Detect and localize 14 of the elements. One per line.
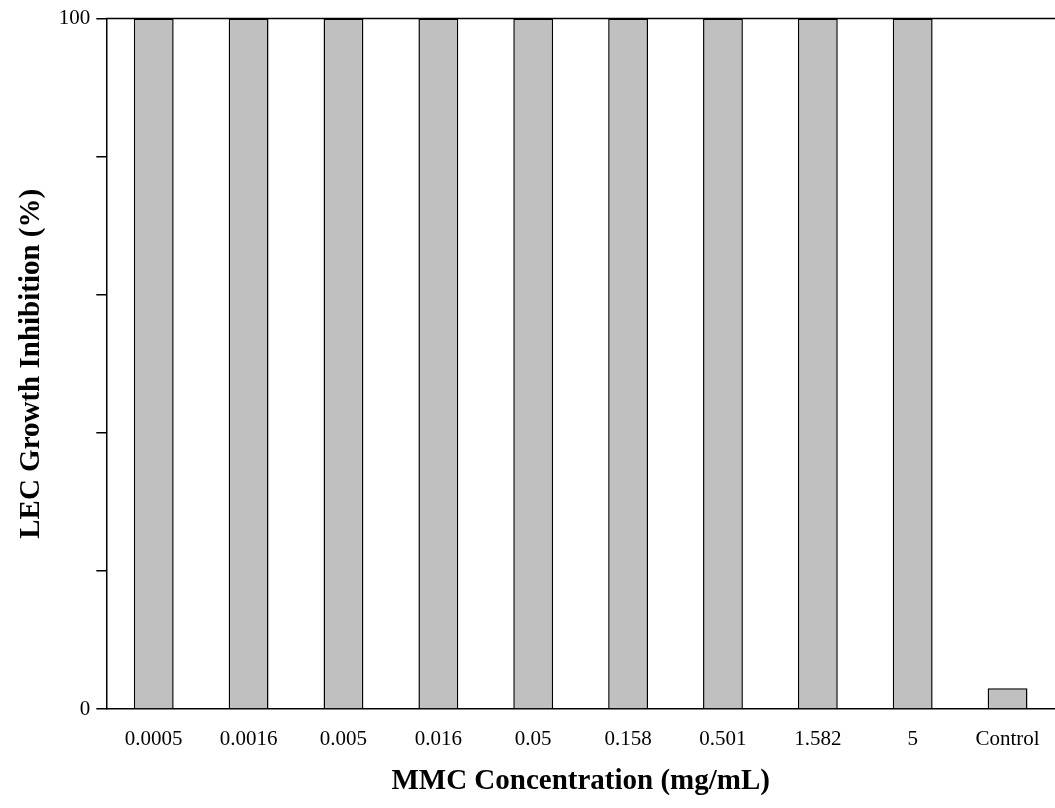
y-axis-title: LEC Growth Inhibition (%) — [12, 188, 46, 539]
x-tick-label: 0.005 — [319, 726, 368, 751]
y-tick-label: 0 — [79, 695, 91, 720]
x-tick-label: 0.0005 — [124, 726, 183, 751]
x-axis-title: MMC Concentration (mg/mL) — [391, 763, 770, 797]
y-tick-label: 100 — [58, 5, 91, 30]
x-tick-label: 0.0016 — [219, 726, 278, 751]
x-tick-label: Control — [975, 726, 1040, 751]
x-tick-label: 0.158 — [604, 726, 652, 751]
x-tick-label: 0.501 — [699, 726, 747, 751]
x-tick-label: 1.582 — [794, 726, 842, 751]
x-tick-label: 0.016 — [414, 726, 462, 751]
x-tick-label: 5 — [907, 726, 918, 751]
x-tick-label: 0.05 — [514, 726, 552, 751]
